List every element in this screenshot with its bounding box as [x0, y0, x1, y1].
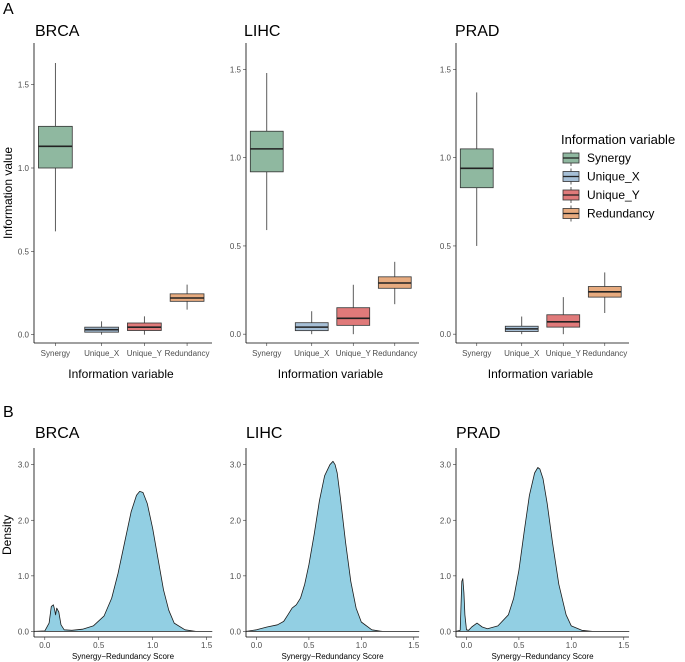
y-tick-label: 2.0 — [18, 516, 30, 525]
x-tick-label: Unique_Y — [336, 349, 372, 358]
facet-title-brca: BRCA — [35, 23, 80, 40]
x-tick-label: Redundancy — [582, 349, 627, 358]
y-tick-label: 1.5 — [230, 65, 242, 74]
x-tick-label: 0.5 — [513, 641, 525, 650]
y-tick-label: 0.0 — [230, 330, 242, 339]
y-tick-label: 0.0 — [440, 330, 452, 339]
x-axis-title: Information variable — [488, 367, 594, 381]
facet-title-brca: BRCA — [35, 425, 80, 442]
density-area-lihc — [245, 460, 420, 632]
y-tick-label: 1.0 — [18, 572, 30, 581]
x-tick-label: Unique_Y — [127, 349, 163, 358]
y-tick-label: 3.0 — [440, 461, 452, 470]
x-tick-label: Redundancy — [372, 349, 417, 358]
box-synergy — [38, 125, 73, 169]
x-tick-label: Unique_X — [84, 349, 120, 358]
x-axis-title: Information variable — [68, 367, 174, 381]
y-tick-label: 1.0 — [440, 572, 452, 581]
x-tick-label: 0.0 — [39, 641, 51, 650]
x-tick-label: Redundancy — [165, 349, 210, 358]
x-tick-label: 0.0 — [461, 641, 473, 650]
x-tick-label: 0.5 — [93, 641, 105, 650]
legend-label: Unique_Y — [587, 188, 640, 202]
y-tick-label: 3.0 — [230, 461, 242, 470]
x-tick-label: Synergy — [462, 349, 491, 358]
facet-title-prad: PRAD — [455, 23, 499, 40]
y-tick-label: 0.0 — [18, 331, 30, 340]
y-tick-label: 1.5 — [440, 65, 452, 74]
x-tick-label: Synergy — [252, 349, 281, 358]
y-tick-label: 1.5 — [18, 81, 30, 90]
box-synergy — [249, 130, 284, 173]
x-tick-label: 0.0 — [251, 641, 263, 650]
y-axis-title: Information value — [1, 147, 15, 239]
y-tick-label: 3.0 — [18, 461, 30, 470]
x-tick-label: 1.0 — [566, 641, 578, 650]
x-tick-label: Synergy — [41, 349, 70, 358]
x-axis-title: Synergy−Redundancy Score — [281, 652, 384, 661]
x-tick-label: 1.5 — [618, 641, 630, 650]
y-axis-title: Density — [0, 515, 14, 555]
x-axis-title: Synergy−Redundancy Score — [72, 652, 175, 661]
y-tick-label: 2.0 — [230, 516, 242, 525]
y-tick-label: 0.5 — [440, 242, 452, 251]
x-axis-title: Information variable — [278, 367, 384, 381]
density-area-brca — [33, 491, 213, 632]
x-tick-label: 1.5 — [201, 641, 213, 650]
y-tick-label: 1.0 — [440, 154, 452, 163]
legend: Information variable Synergy Unique_X Uniq… — [561, 132, 675, 222]
panel-b-densities: BRCA 0.0 1.0 2.0 3.0 0.0 0.5 1.0 1.5 Synergy−Redu… — [0, 425, 630, 661]
facet-title-prad: PRAD — [456, 425, 500, 442]
legend-label: Redundancy — [587, 207, 654, 221]
y-tick-label: 0.0 — [440, 627, 452, 636]
x-tick-label: Unique_X — [504, 349, 540, 358]
y-tick-label: 0.0 — [230, 627, 242, 636]
facet-title-lihc: LIHC — [244, 23, 280, 40]
y-tick-label: 2.0 — [440, 516, 452, 525]
x-tick-label: 1.0 — [356, 641, 368, 650]
box-unique-y — [546, 314, 581, 328]
y-tick-label: 0.5 — [18, 247, 30, 256]
x-tick-label: Unique_X — [294, 349, 330, 358]
y-tick-label: 0.0 — [18, 627, 30, 636]
legend-title: Information variable — [561, 132, 675, 147]
x-tick-label: 0.5 — [303, 641, 315, 650]
y-tick-label: 0.5 — [230, 242, 242, 251]
y-tick-label: 1.0 — [18, 164, 30, 173]
box-unique-y — [336, 307, 371, 326]
panel-a-label: A — [3, 1, 14, 18]
x-tick-label: 1.0 — [147, 641, 159, 650]
density-area-prad — [455, 467, 630, 632]
facet-title-lihc: LIHC — [246, 425, 282, 442]
legend-label: Unique_X — [587, 170, 640, 184]
x-axis-title: Synergy−Redundancy Score — [491, 652, 594, 661]
legend-label: Synergy — [587, 151, 631, 165]
x-tick-label: 1.5 — [408, 641, 420, 650]
panel-b-label: B — [3, 404, 14, 421]
x-tick-label: Unique_Y — [546, 349, 582, 358]
y-tick-label: 1.0 — [230, 572, 242, 581]
y-tick-label: 1.0 — [230, 154, 242, 163]
